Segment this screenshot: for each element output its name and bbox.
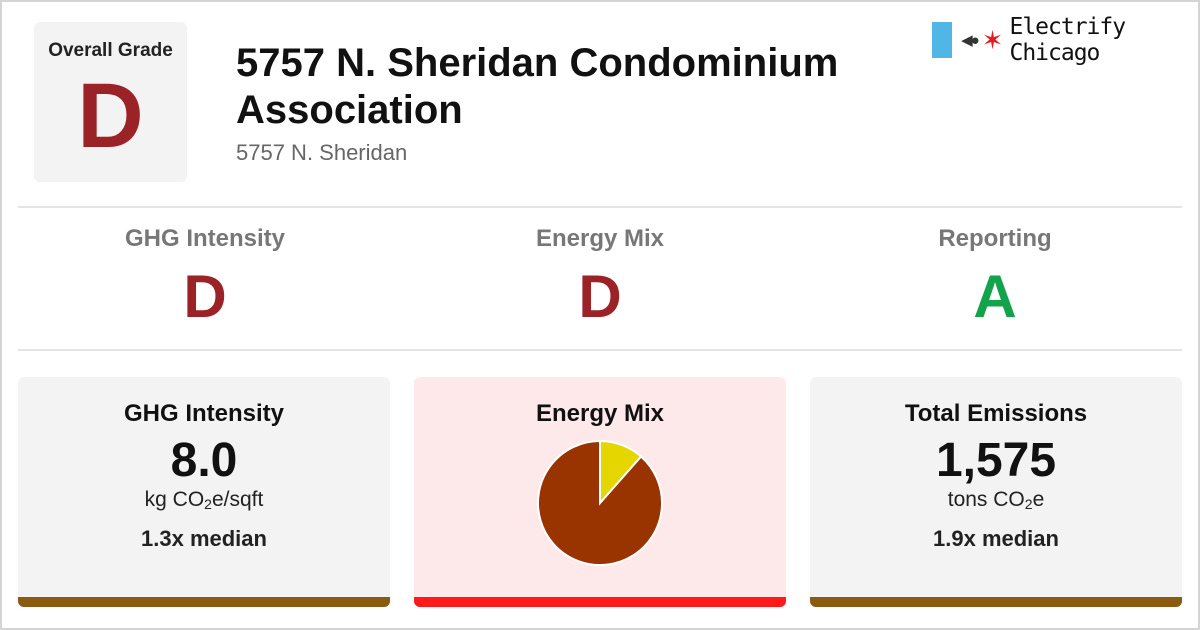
category-energy-mix: Energy Mix D [450,225,750,327]
category-name: Energy Mix [535,225,665,252]
divider-top [18,206,1182,208]
category-grade: D [183,263,227,330]
ghg-intensity-card: GHG Intensity 8.0 kg CO2e/sqft 1.3x medi… [18,377,390,607]
overall-grade-letter: D [77,65,144,167]
ghg-intensity-median: 1.3x median [141,526,267,551]
ghg-intensity-value: 8.0 [170,434,238,487]
energy-mix-pie-chart [537,439,663,566]
building-title: 5757 N. Sheridan Condominium Association [236,41,839,132]
category-name: GHG Intensity [124,225,286,252]
plug-icon: ◀● [961,32,980,49]
total-emissions-unit: tons CO2e [947,488,1045,512]
card-accent-bar [18,597,390,607]
total-emissions-median: 1.9x median [933,526,1059,551]
total-emissions-card: Total Emissions 1,575 tons CO2e 1.9x med… [810,377,1182,607]
electrify-chicago-logo[interactable]: ◀● ✶ Electrify Chicago [932,14,1200,66]
card-accent-bar [810,597,1182,607]
category-grade: D [578,263,622,330]
overall-grade-label: Overall Grade [48,40,173,61]
chicago-star-icon: ✶ [981,25,1004,55]
category-grade: A [973,263,1017,330]
category-ghg-intensity: GHG Intensity D [55,225,355,327]
energy-mix-card: Energy Mix [414,377,786,607]
brand-name: Electrify Chicago [1009,14,1126,66]
card-title: Total Emissions [904,400,1088,427]
overall-grade-box: Overall Grade D [34,22,187,182]
total-emissions-value: 1,575 [935,434,1057,487]
category-name: Reporting [938,225,1052,252]
category-reporting: Reporting A [845,225,1145,327]
divider-middle [18,349,1182,351]
building-address: 5757 N. Sheridan [236,140,408,165]
card-accent-bar [414,597,786,607]
pie-slice-1 [599,439,643,506]
ghg-intensity-unit: kg CO2e/sqft [144,488,264,512]
card-title: Energy Mix [535,400,665,427]
card-title: GHG Intensity [123,400,285,427]
flag-stripe-icon [932,22,953,58]
